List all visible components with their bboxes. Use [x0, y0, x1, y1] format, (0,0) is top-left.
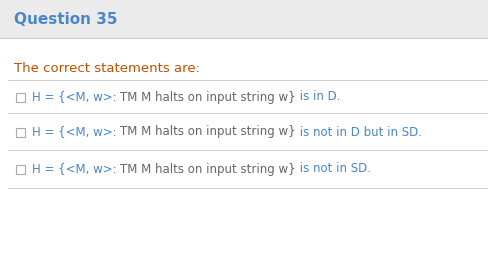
Text: is not in D but in SD.: is not in D but in SD. [295, 125, 421, 139]
Text: H = {<M, w>:: H = {<M, w>: [32, 125, 120, 139]
FancyBboxPatch shape [16, 93, 24, 101]
FancyBboxPatch shape [0, 0, 488, 38]
Text: TM M halts on input string w}: TM M halts on input string w} [120, 91, 295, 103]
Text: H = {<M, w>:: H = {<M, w>: [32, 163, 120, 175]
Text: is not in SD.: is not in SD. [295, 163, 370, 175]
Text: TM M halts on input string w}: TM M halts on input string w} [120, 125, 295, 139]
Text: is in D.: is in D. [295, 91, 340, 103]
Text: Question 35: Question 35 [14, 12, 117, 27]
Text: H = {<M, w>:: H = {<M, w>: [32, 91, 120, 103]
Text: TM M halts on input string w}: TM M halts on input string w} [120, 163, 295, 175]
FancyBboxPatch shape [16, 165, 24, 173]
Text: The correct statements are:: The correct statements are: [14, 61, 200, 75]
FancyBboxPatch shape [16, 127, 24, 136]
